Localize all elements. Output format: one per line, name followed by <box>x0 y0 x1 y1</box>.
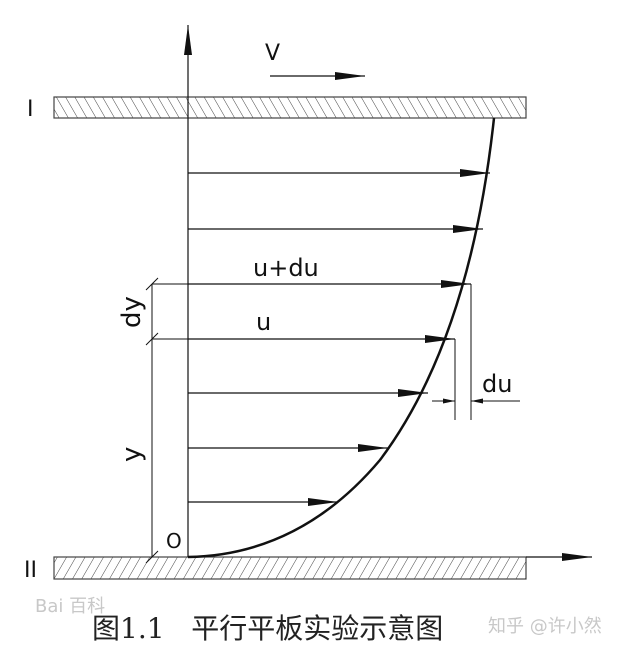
u-label: u <box>256 308 271 336</box>
du-label: du <box>482 370 512 398</box>
figure-caption: 图1.1 平行平板实验示意图 <box>92 612 443 645</box>
velocity-label: V <box>265 41 280 66</box>
y-label: y <box>117 447 147 462</box>
top-plate <box>53 96 527 119</box>
dy-label: dy <box>117 296 147 328</box>
dimension-lines <box>145 277 188 564</box>
plate-top-label: I <box>27 97 34 122</box>
bottom-plate <box>53 556 527 580</box>
plate-bottom-label: II <box>24 558 37 583</box>
velocity-profile-curve <box>187 117 496 559</box>
velocity-arrows <box>188 169 490 506</box>
u-plus-du-label: u+du <box>253 254 319 282</box>
baidu-watermark: Bai 百科 <box>35 596 105 617</box>
du-dimension <box>432 284 520 420</box>
zhihu-watermark: 知乎 @许小然 <box>488 616 602 637</box>
origin-label: O <box>166 529 182 553</box>
